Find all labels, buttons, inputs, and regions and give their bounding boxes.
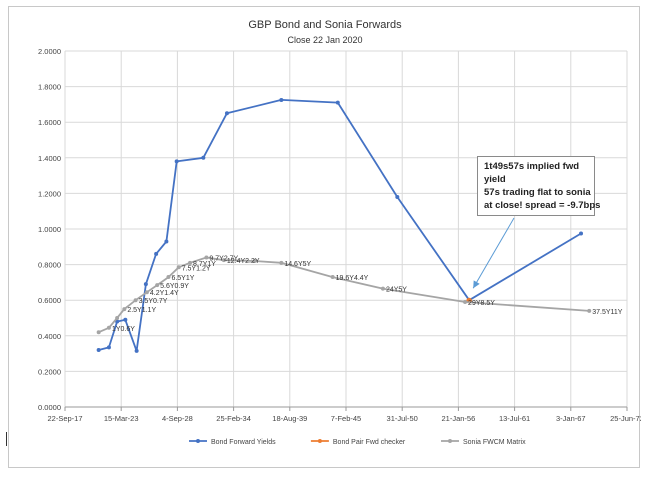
y-tick-label: 0.6000 [38, 296, 61, 305]
bond-forward-yields-point [335, 100, 340, 105]
x-tick-label: 25-Jun-72 [610, 414, 641, 423]
bond-forward-yields-point [143, 282, 148, 287]
y-tick-label: 1.2000 [38, 189, 61, 198]
y-tick-label: 0.0000 [38, 403, 61, 412]
sonia-fwcm-matrix-point [463, 299, 468, 304]
bond-forward-yields-point [579, 231, 584, 236]
bond-forward-yields-point [154, 251, 159, 256]
chart-canvas: 0.0000 0.2000 0.4000 0.6000 0.8000 1.0000 1.20… [38, 47, 641, 446]
sonia-fwcm-matrix-point [587, 308, 592, 313]
data-label: 8.7Y1Y [193, 261, 216, 268]
data-label: 1Y0.6Y [112, 326, 135, 333]
annotation-line: yield [484, 174, 506, 185]
sonia-fwcm-matrix-point [144, 290, 149, 295]
x-tick-label: 7-Feb-45 [331, 414, 361, 423]
data-label: 2.5Y1.1Y [127, 307, 156, 314]
x-tick-label: 15-Mar-23 [104, 414, 139, 423]
bond-forward-yields-point [279, 97, 284, 102]
bond-forward-yields-point [115, 319, 120, 324]
x-tick-label: 21-Jan-56 [442, 414, 476, 423]
bond-forward-yields-line [98, 99, 582, 352]
y-tick-label: 1.4000 [38, 154, 61, 163]
annotation-line: 1t49s57s implied fwd [484, 161, 580, 172]
bond-forward-yields-point [106, 345, 111, 350]
sonia-fwcm-matrix-legend-label: Sonia FWCM Matrix [463, 439, 526, 446]
data-label: 29Y8.5Y [468, 300, 495, 307]
data-label: 7.5Y1.2Y [182, 265, 211, 272]
sonia-fwcm-matrix-point [188, 260, 193, 265]
sonia-fwcm-matrix-point [155, 283, 160, 288]
data-label: 9.7Y2.7Y [209, 255, 238, 262]
sonia-fwcm-matrix-point [330, 275, 335, 280]
x-tick-label: 31-Jul-50 [387, 414, 418, 423]
sonia-fwcm-matrix-point [106, 325, 111, 330]
y-tick-label: 2.0000 [38, 47, 61, 56]
y-tick-label: 0.4000 [38, 332, 61, 341]
chart-frame: GBP Bond and Sonia Forwards Close 22 Jan… [8, 6, 641, 468]
sonia-fwcm-matrix-point [96, 330, 101, 335]
chart-subtitle: Close 22 Jan 2020 [287, 35, 363, 45]
bond-forward-yields-point [224, 111, 229, 116]
data-label: 4.2Y1.4Y [150, 290, 179, 297]
bond-forward-yields-point [164, 239, 169, 244]
data-label: 3.5Y0.7Y [139, 298, 168, 305]
bond-forward-yields-point [174, 159, 179, 164]
y-tick-label: 0.8000 [38, 261, 61, 270]
bond-forward-yields-point [395, 194, 400, 199]
bond-forward-yields-point [96, 348, 101, 353]
x-tick-label: 4-Sep-28 [162, 414, 193, 423]
x-tick-label: 13-Jul-61 [499, 414, 530, 423]
x-tick-label: 22-Sep-17 [47, 414, 82, 423]
data-label: 24Y5Y [386, 287, 407, 294]
data-label: 12.4Y2.2Y [227, 258, 260, 265]
bond-forward-yields-legend-label: Bond Forward Yields [211, 439, 276, 446]
data-label: 5.6Y0.9Y [160, 283, 189, 290]
sonia-fwcm-matrix-point [252, 259, 257, 264]
bond-pair-fwd-checker-legend-marker [317, 439, 322, 443]
sonia-fwcm-matrix-point [115, 316, 120, 320]
annotation-box: 1t49s57s implied fwd yield 57s trading f… [477, 156, 601, 216]
bond-forward-yields-point [134, 348, 139, 353]
data-label: 19.6Y4.4Y [336, 275, 369, 282]
bond-forward-yields-point [201, 155, 206, 160]
chart-title: GBP Bond and Sonia Forwards [248, 19, 402, 31]
sonia-fwcm-matrix-point [122, 307, 127, 312]
y-tick-label: 1.0000 [38, 225, 61, 234]
x-tick-label: 3-Jan-67 [556, 414, 586, 423]
data-label: 37.5Y11Y [592, 309, 623, 316]
y-tick-label: 1.6000 [38, 118, 61, 127]
sonia-fwcm-matrix-point [176, 265, 181, 270]
sonia-fwcm-matrix-point [204, 255, 209, 260]
sonia-fwcm-matrix-point [133, 298, 138, 303]
bond-forward-yields-point [123, 317, 128, 322]
x-tick-label: 25-Feb-34 [216, 414, 251, 423]
page-edge-marker [6, 432, 7, 446]
y-tick-label: 1.8000 [38, 83, 61, 92]
data-label: 6.5Y1Y [171, 275, 194, 282]
sonia-fwcm-matrix-point [279, 260, 284, 265]
bond-pair-fwd-checker-legend-label: Bond Pair Fwd checker [333, 439, 406, 446]
annotation-arrow-shaft [472, 217, 515, 289]
bond-forward-yields-legend-marker [196, 439, 200, 443]
data-label: 14.6Y5Y [284, 261, 311, 268]
sonia-fwcm-matrix-point [380, 286, 385, 291]
sonia-fwcm-matrix-point [166, 275, 171, 280]
x-tick-label: 18-Aug-39 [272, 414, 307, 423]
annotation-line: 57s trading flat to sonia [484, 187, 591, 198]
y-tick-label: 0.2000 [38, 367, 61, 376]
annotation-arrow-head [473, 280, 480, 289]
sonia-fwcm-matrix-legend-marker [448, 439, 452, 443]
annotation-line: at close! spread = -9.7bps [484, 200, 601, 211]
sonia-fwcm-matrix-point [221, 258, 226, 263]
